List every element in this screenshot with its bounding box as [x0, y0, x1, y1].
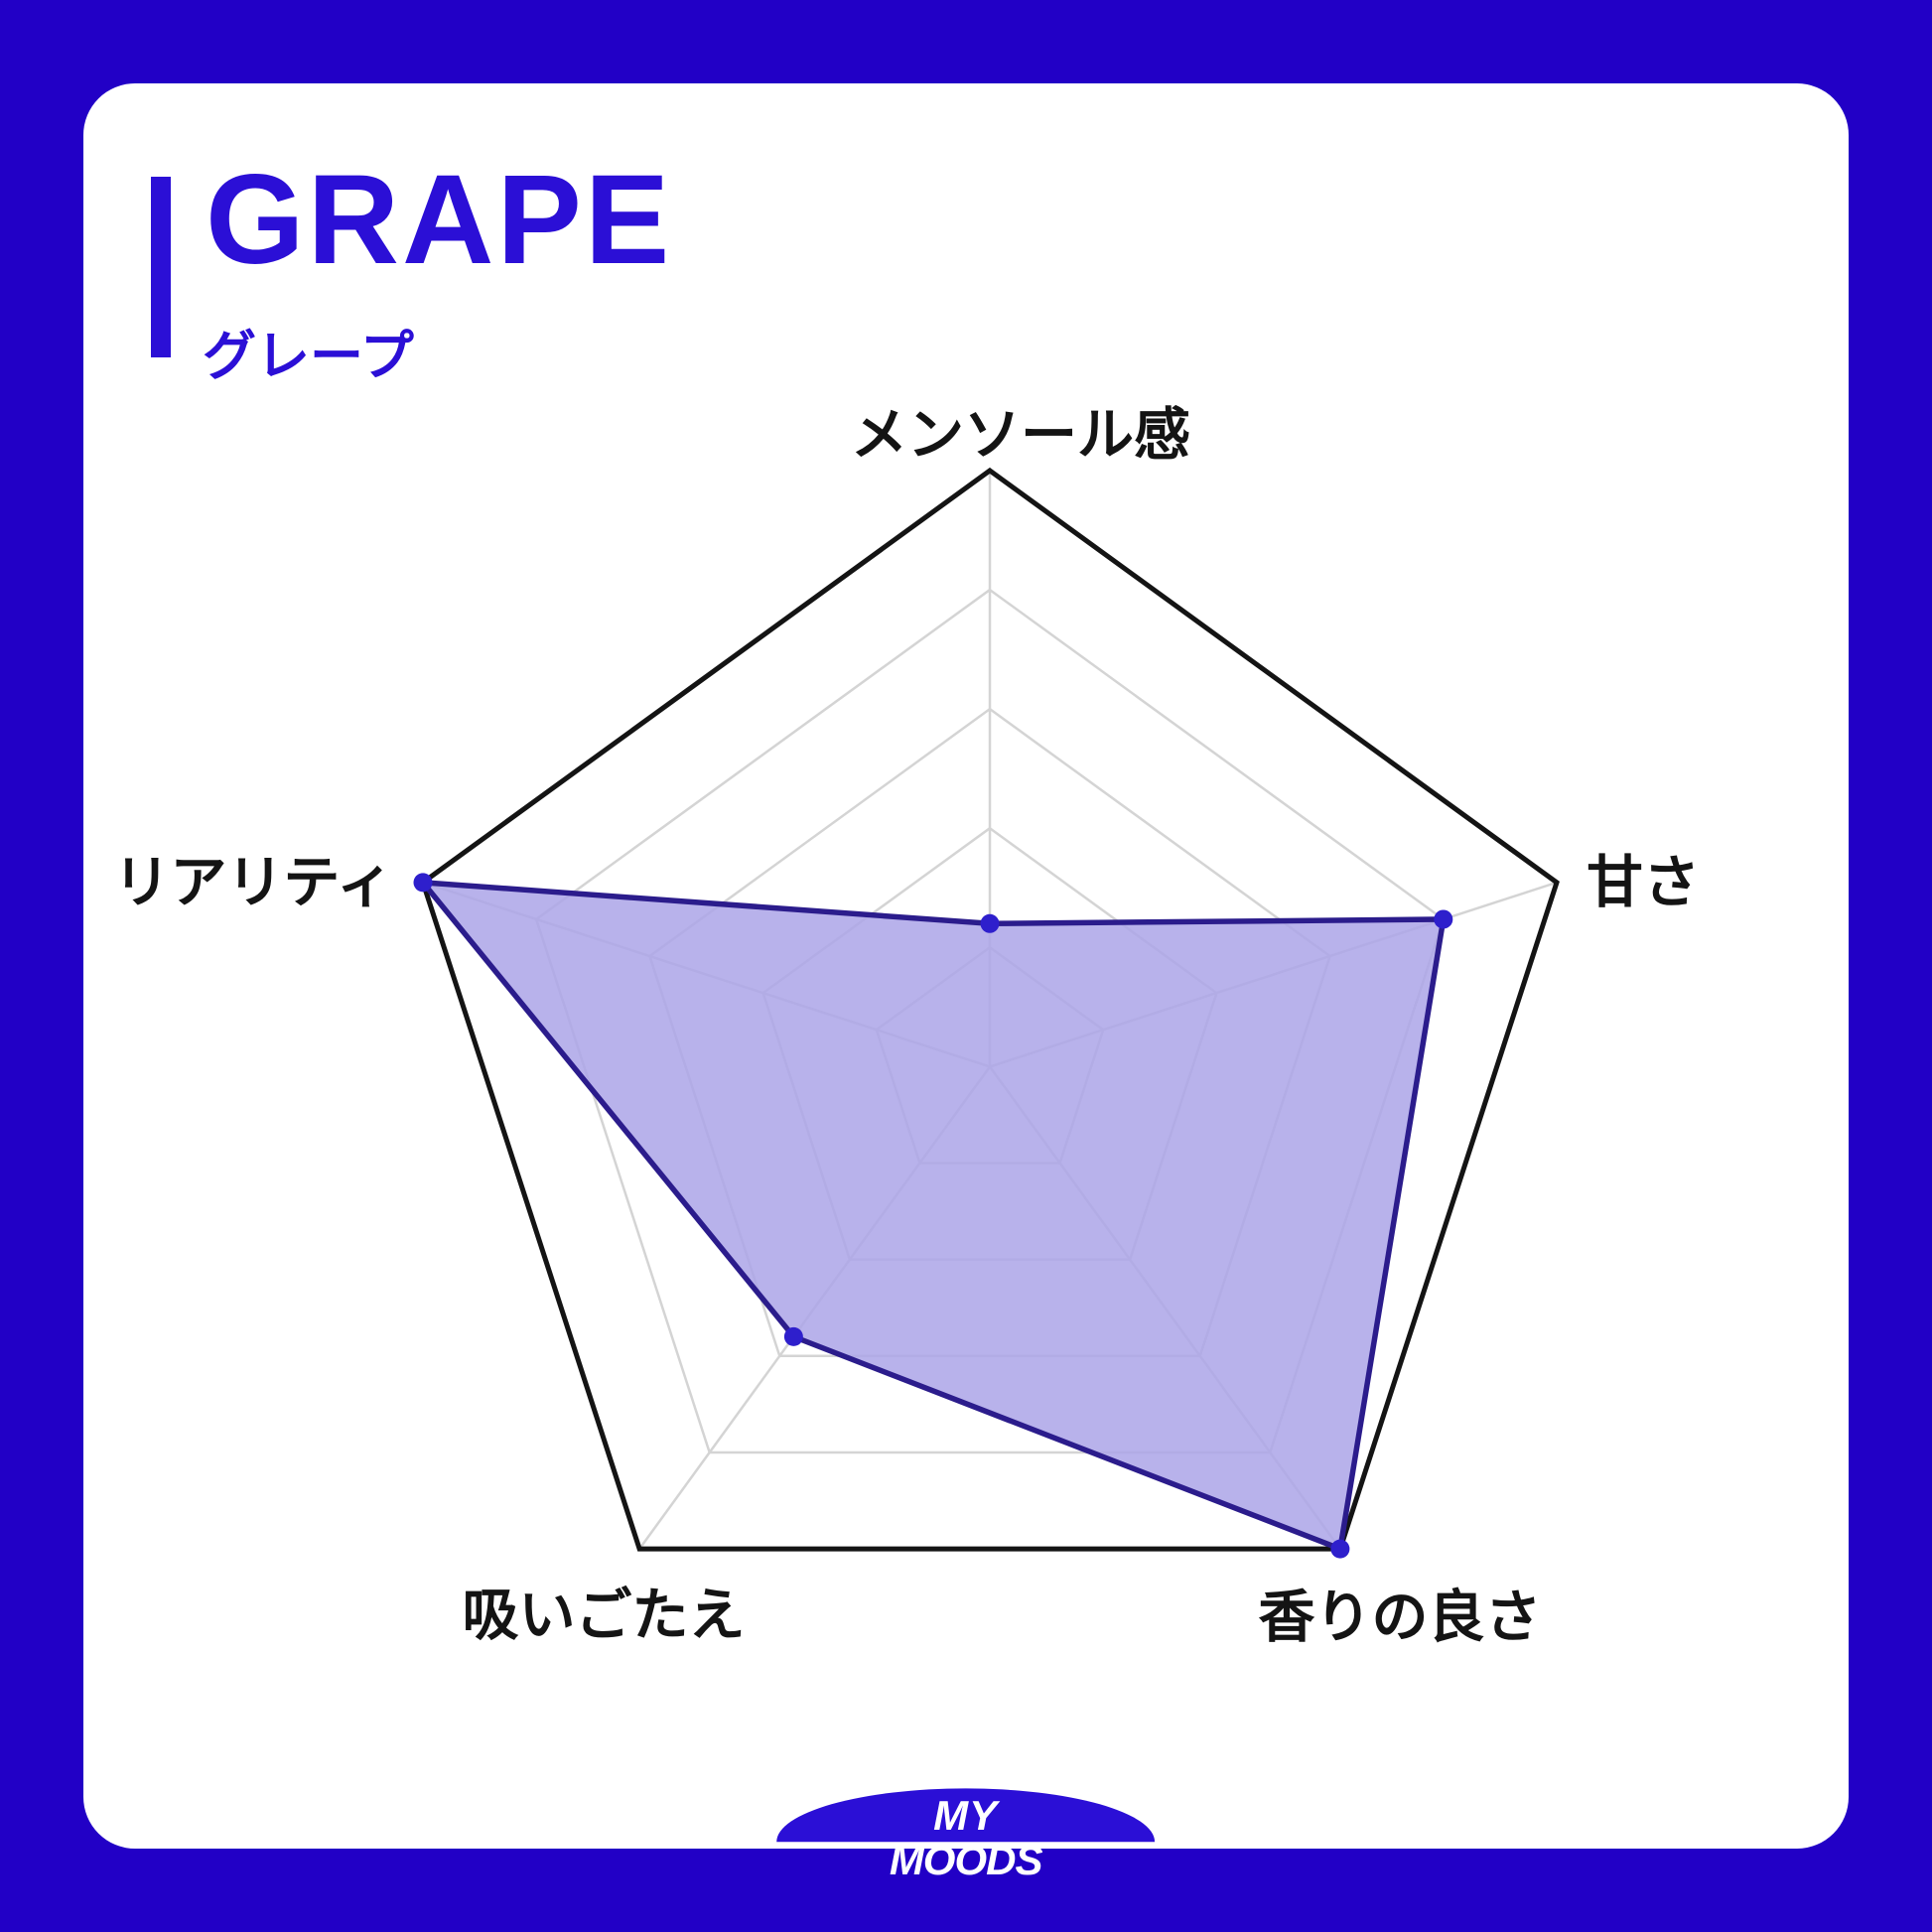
svg-text:MY: MY: [933, 1792, 1001, 1839]
svg-text:MOODS: MOODS: [890, 1837, 1043, 1883]
